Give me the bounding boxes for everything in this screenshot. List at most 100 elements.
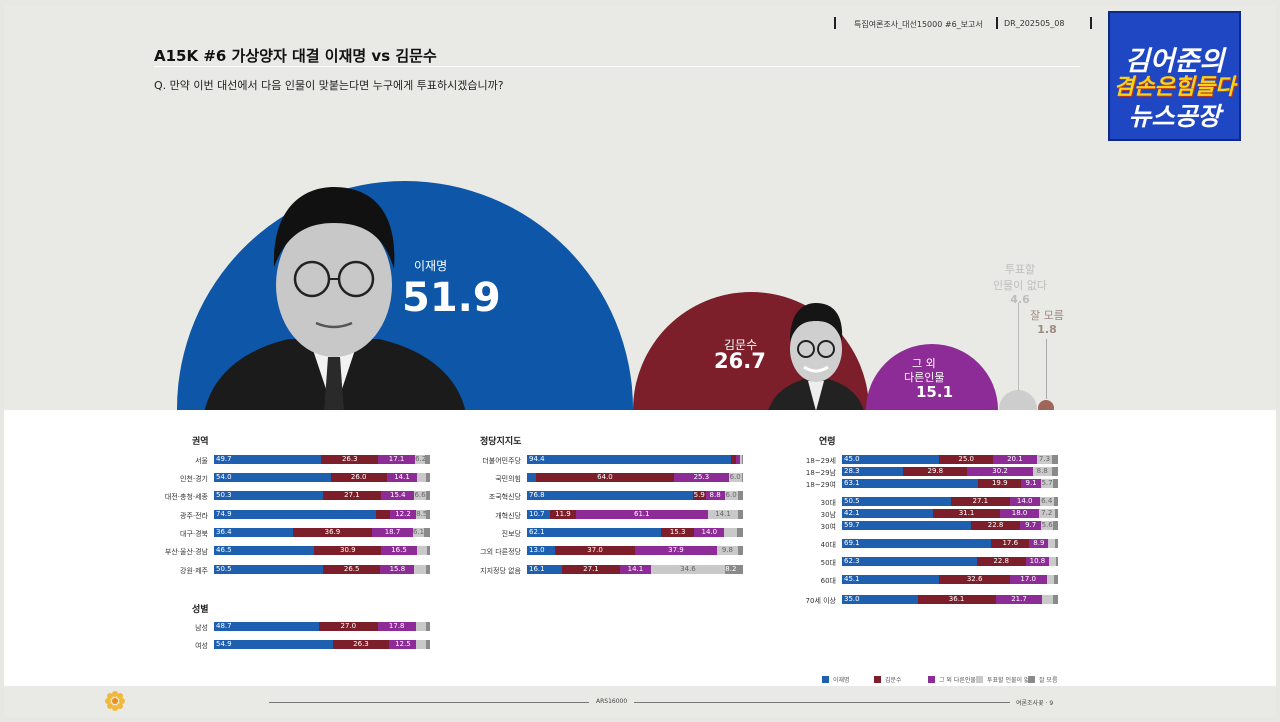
flower-icon xyxy=(105,691,125,711)
bar-segment: 6.1 xyxy=(412,528,425,537)
page-title: A15K #6 가상양자 대결 이재명 vs 김문수 xyxy=(154,47,437,65)
bar-segment: 34.6 xyxy=(650,565,726,574)
bar-segment xyxy=(737,491,743,500)
bar-segment: 36.4 xyxy=(214,528,293,537)
bar-category-label: 대전·충청·세종 xyxy=(164,493,208,501)
bar-segment: 26.0 xyxy=(330,473,387,482)
legend-swatch xyxy=(1028,676,1035,683)
bar-segment: 30.9 xyxy=(314,546,382,555)
stacked-bar: 45.1 32.6 17.0 xyxy=(842,575,1058,584)
bar-segment: 17.6 xyxy=(991,539,1030,548)
legend-label: 이재명 xyxy=(833,677,850,684)
bar-segment xyxy=(426,546,430,555)
bar-segment xyxy=(426,510,430,519)
bar-segment xyxy=(1052,595,1058,604)
footer-rule-right xyxy=(634,702,1010,703)
none-label: 투표할 인물이 없다 4.6 xyxy=(990,261,1050,306)
bar-segment: 8.2 xyxy=(725,565,743,574)
bar-segment xyxy=(416,546,427,555)
bar-segment: 36.1 xyxy=(917,595,996,604)
bar-segment: 8.8 xyxy=(705,491,725,500)
bar-segment: 50.3 xyxy=(214,491,323,500)
stacked-bar: 50.3 27.1 15.4 6.6 xyxy=(214,491,430,500)
bar-segment: 94.4 xyxy=(527,455,731,464)
bar-category-label: 인천·경기 xyxy=(180,475,208,483)
stacked-bar: 36.4 36.9 18.7 6.1 xyxy=(214,528,430,537)
bar-segment xyxy=(425,491,430,500)
stacked-bar: 59.7 22.8 9.7 5.6 xyxy=(842,521,1058,530)
bar-segment xyxy=(424,455,430,464)
dk-value: 1.8 xyxy=(1037,323,1057,336)
stacked-bar: 28.3 29.8 30.2 8.8 xyxy=(842,467,1058,476)
lee-value: 51.9 xyxy=(402,275,501,321)
legend-item: 그 외 다른인물 xyxy=(928,675,976,684)
bar-segment: 61.1 xyxy=(575,510,708,519)
stacked-bar: 48.7 27.0 17.8 xyxy=(214,622,430,631)
bar-category-label: 30남 xyxy=(820,511,836,519)
bar-category-label: 서울 xyxy=(195,457,208,465)
legend-label: 투표할 인물이 없다 xyxy=(987,677,1035,684)
none-name-1: 투표할 xyxy=(1004,263,1036,276)
stacked-bar: 10.7 11.9 61.1 14.1 xyxy=(527,510,743,519)
bar-segment: 76.8 xyxy=(527,491,693,500)
report-page: 특집여론조사_대선15000 #6_보고서 DR_202505_08 A15K … xyxy=(4,5,1276,717)
bar-segment: 8.8 xyxy=(1032,467,1052,476)
bar-segment: 37.9 xyxy=(634,546,717,555)
bar-segment xyxy=(724,528,738,537)
bar-segment: 17.8 xyxy=(377,622,416,631)
report-code: DR_202505_08 xyxy=(1004,19,1065,28)
legend-item: 잘 모름 xyxy=(1028,675,1057,684)
bar-category-label: 국민의힘 xyxy=(495,475,521,483)
stacked-bar: 74.9 12.2 8.5 xyxy=(214,510,430,519)
title-rule xyxy=(154,66,1080,67)
bar-segment: 16.1 xyxy=(527,565,562,574)
bar-segment: 13.0 xyxy=(527,546,556,555)
bar-segment: 26.5 xyxy=(323,565,381,574)
stacked-bar: 50.5 27.1 14.0 6.4 xyxy=(842,497,1058,506)
bar-segment xyxy=(425,565,430,574)
kim-portrait xyxy=(768,303,864,410)
bar-category-label: 30여 xyxy=(820,523,836,531)
bar-category-label: 18~29남 xyxy=(805,469,836,477)
dk-label: 잘 모름 1.8 xyxy=(1020,307,1074,336)
bar-category-label: 70세 이상 xyxy=(805,597,836,605)
hero-section: 특집여론조사_대선15000 #6_보고서 DR_202505_08 A15K … xyxy=(4,5,1276,410)
none-name-2: 인물이 없다 xyxy=(992,279,1048,292)
legend-label: 그 외 다른인물 xyxy=(939,677,976,684)
bar-category-label: 남성 xyxy=(195,624,208,632)
stacked-bar: 62.3 22.8 10.8 xyxy=(842,557,1058,566)
bar-segment xyxy=(1053,521,1058,530)
bar-segment: 54.0 xyxy=(214,473,331,482)
none-bubble xyxy=(999,390,1037,410)
bar-segment xyxy=(1055,557,1058,566)
other-name-1: 그 외 xyxy=(912,357,936,370)
bar-segment: 5.9 xyxy=(692,491,706,500)
bar-segment: 50.5 xyxy=(842,497,952,506)
stacked-bar: 69.1 17.6 8.9 xyxy=(842,539,1058,548)
bar-category-label: 여성 xyxy=(195,642,208,650)
bar-segment: 27.1 xyxy=(561,565,621,574)
bar-segment xyxy=(1046,575,1055,584)
bar-segment: 17.1 xyxy=(378,455,416,464)
header-divider xyxy=(996,17,998,29)
bar-segment: 6.0 xyxy=(724,491,738,500)
stacked-bar: 76.8 5.9 8.8 6.0 xyxy=(527,491,743,500)
bar-segment: 27.1 xyxy=(951,497,1010,506)
bar-category-label: 18~29여 xyxy=(805,481,836,489)
bar-category-label: 30대 xyxy=(820,499,836,507)
kim-name: 김문수 xyxy=(724,338,758,352)
other-value: 15.1 xyxy=(916,383,954,401)
legend-label: 잘 모름 xyxy=(1039,677,1058,684)
dk-leader-line xyxy=(1046,339,1047,399)
news-factory-logo: 김어준의 겸손은힘들다 뉴스공장 xyxy=(1108,11,1241,141)
bar-segment: 30.2 xyxy=(967,467,1033,476)
bar-segment: 6.4 xyxy=(1039,497,1054,506)
bar-segment: 9.7 xyxy=(1020,521,1042,530)
logo-line-3: 뉴스공장 xyxy=(1128,102,1221,131)
bar-segment: 10.7 xyxy=(527,510,551,519)
bar-segment: 10.8 xyxy=(1025,557,1050,566)
bar-segment: 27.1 xyxy=(322,491,382,500)
stacked-bar: 64.0 25.3 6.0 xyxy=(527,473,743,482)
bar-segment: 22.8 xyxy=(970,521,1021,530)
bar-segment xyxy=(738,510,743,519)
